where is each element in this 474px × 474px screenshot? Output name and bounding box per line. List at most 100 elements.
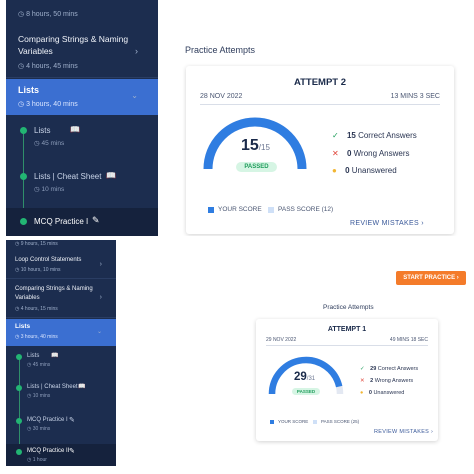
sidebar-item-meta: ◷ 10 hours, 10 mins: [15, 267, 61, 273]
sub-item-title: Lists | Cheat Sheet: [34, 172, 102, 181]
clock-icon: ◷: [15, 267, 21, 273]
sidebar-item-title: Loop Control Statements: [15, 257, 82, 263]
sub-item-meta: ◷ 1 hour: [27, 457, 47, 463]
attempt-duration: 49 MINS 18 SEC: [389, 337, 428, 343]
blue-square-icon: [208, 206, 214, 213]
chevron-right-icon: ›: [430, 429, 434, 435]
dot-icon: ●: [360, 390, 364, 396]
review-mistakes-link[interactable]: REVIEW MISTAKES ›: [350, 220, 424, 227]
sub-item-lists[interactable]: Lists 📖 ◷ 45 mins: [6, 350, 116, 376]
score-gauge: [268, 356, 344, 395]
correct-answers-stat: ✓ 15 Correct Answers: [332, 131, 417, 140]
clock-icon: ◷: [34, 140, 42, 147]
dot-icon: ●: [332, 166, 337, 175]
clock-icon: ◷: [27, 393, 33, 399]
clock-icon: ◷: [18, 63, 27, 70]
sub-item-meta: ◷ 10 mins: [27, 393, 51, 399]
gauge-fill: [268, 356, 343, 395]
correct-answers-stat: ✓ 29 Correct Answers: [360, 366, 419, 372]
completed-dot-icon: [16, 354, 22, 360]
chevron-right-icon: ›: [135, 46, 138, 56]
sub-item-meta: ◷ 45 mins: [27, 362, 51, 368]
sub-item-cheat-sheet[interactable]: Lists | Cheat Sheet 📖 ◷ 10 mins: [6, 381, 116, 407]
gauge-fill: [203, 117, 307, 170]
attempt-info-row: 28 NOV 2022 13 MINS 3 SEC: [200, 93, 440, 105]
sub-item-mcq-practice-2[interactable]: MCQ Practice II ✎ ◷ 1 hour: [6, 444, 116, 466]
sub-item-title: MCQ Practice I: [34, 217, 89, 226]
pencil-icon: ✎: [69, 417, 75, 424]
sidebar-item-title: Comparing Strings & Naming Variables: [15, 286, 93, 301]
clock-icon: ◷: [18, 101, 27, 108]
chevron-down-icon: ⌄: [96, 329, 102, 335]
clock-icon: ◷: [15, 241, 21, 247]
review-mistakes-link[interactable]: REVIEW MISTAKES ›: [374, 429, 434, 435]
attempt-info-row: 29 NOV 2022 49 MINS 18 SEC: [266, 337, 428, 346]
your-score-legend: YOUR SCORE: [208, 206, 262, 213]
sub-item-title: MCQ Practice I: [27, 417, 68, 423]
clock-icon: ◷: [15, 334, 21, 340]
sub-item-title: Lists | Cheat Sheet: [27, 384, 78, 390]
completed-dot-icon: [16, 418, 22, 424]
prev-item-meta: ◷ 8 hours, 50 mins: [18, 11, 78, 18]
completed-dot-icon: [16, 385, 22, 391]
sidebar-item-meta: ◷ 4 hours, 45 mins: [18, 63, 78, 70]
wrong-answers-stat: ✕ 0 Wrong Answers: [332, 149, 410, 158]
course-sidebar: ◷ 9 hours, 15 mins Loop Control Statemen…: [6, 240, 116, 466]
score-value: 15/15: [241, 137, 270, 154]
attempt-title: ATTEMPT 2: [293, 77, 347, 88]
attempt-card: ATTEMPT 1 29 NOV 2022 49 MINS 18 SEC 29/…: [256, 319, 438, 441]
attempt-date: 28 NOV 2022: [200, 93, 243, 100]
chevron-right-icon: ›: [421, 220, 424, 227]
course-sidebar: ◷ 8 hours, 50 mins Comparing Strings & N…: [6, 0, 158, 236]
bottom-screenshot: ◷ 9 hours, 15 mins Loop Control Statemen…: [0, 238, 474, 474]
clock-icon: ◷: [34, 186, 42, 193]
completed-dot-icon: [20, 173, 27, 180]
progress-line: [19, 358, 20, 450]
clock-icon: ◷: [18, 11, 27, 18]
sidebar-item-title: Lists: [15, 323, 31, 330]
check-icon: ✓: [332, 131, 339, 140]
completed-dot-icon: [20, 127, 27, 134]
sub-item-cheat-sheet[interactable]: Lists | Cheat Sheet 📖 ◷ 10 mins: [6, 168, 158, 208]
completed-dot-icon: [16, 449, 22, 455]
passed-badge: PASSED: [236, 162, 277, 172]
attempt-duration: 13 MINS 3 SEC: [390, 93, 440, 100]
book-icon: 📖: [78, 384, 86, 390]
chevron-right-icon: ›: [99, 261, 102, 268]
start-practice-button[interactable]: START PRACTICE ›: [396, 271, 466, 285]
chevron-right-icon: ›: [99, 294, 102, 301]
sub-item-meta: ◷ 10 mins: [34, 186, 65, 193]
sub-item-title: MCQ Practice II: [27, 448, 70, 454]
sidebar-item-lists[interactable]: Lists ⌄ ◷ 3 hours, 40 mins: [6, 319, 116, 346]
attempt-card: ATTEMPT 2 28 NOV 2022 13 MINS 3 SEC 15/1…: [186, 66, 454, 234]
pencil-icon: ✎: [69, 448, 75, 455]
sidebar-item-comparing-strings[interactable]: Comparing Strings & Naming Variables › ◷ …: [6, 22, 158, 78]
cross-icon: ✕: [360, 378, 365, 384]
blue-square-icon: [270, 419, 274, 424]
clock-icon: ◷: [27, 457, 33, 463]
clock-icon: ◷: [27, 362, 33, 368]
sidebar-item-meta: ◷ 3 hours, 40 mins: [15, 334, 58, 340]
unanswered-stat: ● 0 Unanswered: [360, 390, 405, 396]
sub-item-mcq-practice-1[interactable]: MCQ Practice I ✎ ◷ 30 mins: [6, 414, 116, 440]
sidebar-item-loop-control[interactable]: Loop Control Statements › ◷ 10 hours, 10…: [6, 249, 116, 279]
sub-item-title: Lists: [34, 126, 51, 135]
sub-item-meta: ◷ 45 mins: [34, 140, 65, 147]
wrong-answers-stat: ✕ 2 Wrong Answers: [360, 378, 414, 384]
clock-icon: ◷: [15, 306, 21, 312]
sidebar-item-lists[interactable]: Lists ⌄ ◷ 3 hours, 40 mins: [6, 79, 158, 115]
chevron-down-icon: ⌄: [131, 91, 138, 100]
light-square-icon: [268, 206, 274, 213]
practice-attempts-heading: Practice Attempts: [323, 304, 374, 311]
practice-attempts-heading: Practice Attempts: [185, 45, 256, 55]
light-square-icon: [313, 419, 317, 424]
passed-badge: PASSED: [292, 388, 320, 395]
sub-item-mcq-practice-1[interactable]: MCQ Practice I ✎: [6, 208, 158, 236]
sidebar-item-meta: ◷ 4 hours, 15 mins: [15, 306, 58, 312]
sidebar-item-title: Comparing Strings & Naming Variables: [18, 34, 129, 56]
chevron-right-icon: ›: [456, 275, 459, 281]
check-icon: ✓: [360, 366, 365, 372]
sub-item-lists[interactable]: Lists 📖 ◷ 45 mins: [6, 122, 158, 162]
sidebar-item-comparing-strings[interactable]: Comparing Strings & Naming Variables › ◷ …: [6, 280, 116, 318]
attempt-date: 29 NOV 2022: [266, 337, 297, 343]
